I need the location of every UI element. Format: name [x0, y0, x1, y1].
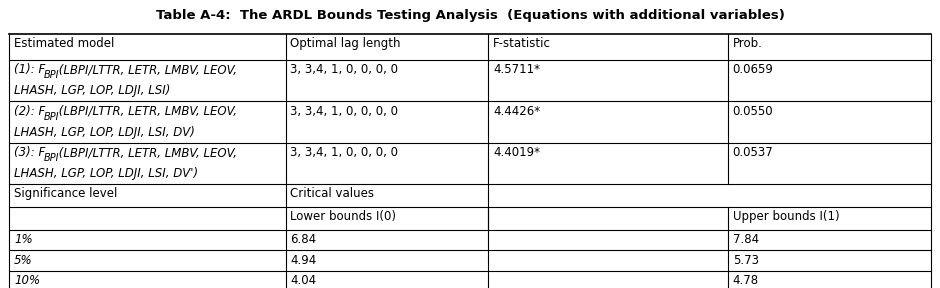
Text: Significance level: Significance level [14, 187, 118, 200]
Text: 0.0537: 0.0537 [732, 146, 774, 159]
Text: (1): F: (1): F [14, 63, 45, 76]
Text: (LBPI/LTTR, LETR, LMBV, LEOV,: (LBPI/LTTR, LETR, LMBV, LEOV, [55, 105, 237, 118]
Text: (LBPI/LTTR, LETR, LMBV, LEOV,: (LBPI/LTTR, LETR, LMBV, LEOV, [55, 63, 237, 76]
Text: (LBPI/LTTR, LETR, LMBV, LEOV,: (LBPI/LTTR, LETR, LMBV, LEOV, [55, 146, 237, 159]
Text: BPI: BPI [43, 153, 59, 163]
Text: Table A-4:  The ARDL Bounds Testing Analysis  (Equations with additional variabl: Table A-4: The ARDL Bounds Testing Analy… [155, 9, 785, 22]
Text: 10%: 10% [14, 274, 40, 287]
Text: 4.4426*: 4.4426* [494, 105, 540, 118]
Text: 0.0659: 0.0659 [732, 63, 774, 76]
Text: BPI: BPI [43, 112, 59, 122]
Text: LHASH, LGP, LOP, LDJI, LSI): LHASH, LGP, LOP, LDJI, LSI) [14, 84, 170, 97]
Text: Estimated model: Estimated model [14, 37, 115, 50]
Text: 0.0550: 0.0550 [732, 105, 774, 118]
Text: Upper bounds I(1): Upper bounds I(1) [732, 210, 839, 223]
Text: 6.84: 6.84 [290, 233, 317, 246]
Text: (3): F: (3): F [14, 146, 45, 159]
Text: 3, 3,4, 1, 0, 0, 0, 0: 3, 3,4, 1, 0, 0, 0, 0 [290, 146, 399, 159]
Text: Optimal lag length: Optimal lag length [290, 37, 401, 50]
Text: LHASH, LGP, LOP, LDJI, LSI, DV): LHASH, LGP, LOP, LDJI, LSI, DV) [14, 126, 195, 139]
Text: 3, 3,4, 1, 0, 0, 0, 0: 3, 3,4, 1, 0, 0, 0, 0 [290, 105, 399, 118]
Text: 4.94: 4.94 [290, 253, 317, 266]
Text: 1%: 1% [14, 233, 33, 246]
Text: F-statistic: F-statistic [494, 37, 551, 50]
Text: (2): F: (2): F [14, 105, 45, 118]
Text: 4.04: 4.04 [290, 274, 317, 287]
Text: 4.5711*: 4.5711* [494, 63, 540, 76]
Text: 3, 3,4, 1, 0, 0, 0, 0: 3, 3,4, 1, 0, 0, 0, 0 [290, 63, 399, 76]
Text: 5%: 5% [14, 253, 33, 266]
Text: BPI: BPI [43, 70, 59, 80]
Text: Prob.: Prob. [732, 37, 762, 50]
Text: 4.78: 4.78 [732, 274, 759, 287]
Text: Critical values: Critical values [290, 187, 374, 200]
Text: 5.73: 5.73 [732, 253, 759, 266]
Text: 4.4019*: 4.4019* [494, 146, 540, 159]
Text: LHASH, LGP, LOP, LDJI, LSI, DV'): LHASH, LGP, LOP, LDJI, LSI, DV') [14, 167, 198, 180]
Text: 7.84: 7.84 [732, 233, 759, 246]
Text: Lower bounds I(0): Lower bounds I(0) [290, 210, 397, 223]
